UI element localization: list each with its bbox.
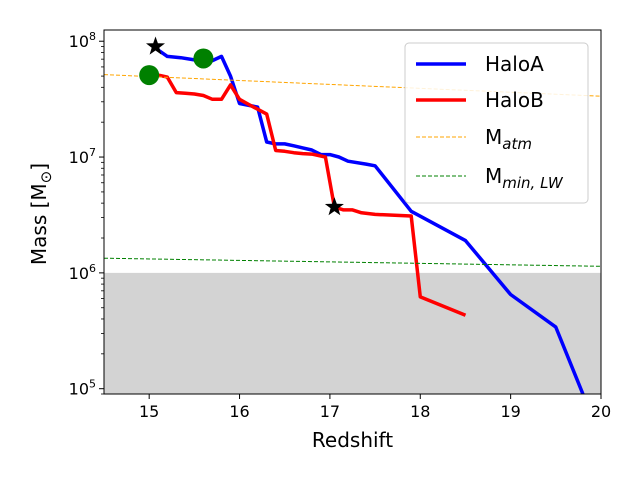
series-line-m-minlw [104,257,601,267]
axes: 15 16 17 18 19 20 105 106 107 108 [69,29,611,421]
x-tick-label: 17 [320,402,340,421]
y-axis-label: Mass [M⊙] [27,163,55,265]
x-tick-label: 18 [410,402,430,421]
x-tick-label: 20 [591,402,611,421]
legend-label: Mmin, LW [485,164,564,192]
circle-marker [193,48,214,69]
star-marker [324,197,344,216]
legend-box [404,42,589,204]
legend: HaloA HaloB Matm Mmin, LW [404,42,589,204]
y-tick-label: 105 [69,378,96,399]
x-tick-label: 15 [139,402,159,421]
legend-label: HaloB [485,88,544,112]
star-marker [146,36,165,55]
circle-marker [139,65,160,86]
x-tick-label: 16 [229,402,249,421]
y-tick-label: 106 [69,262,96,283]
legend-label: Matm [485,125,532,153]
plot-frame [103,29,602,395]
plot-area [104,36,601,394]
y-tick-label: 108 [69,30,96,51]
y-tick-label: 107 [69,146,96,167]
legend-label: HaloA [485,52,544,76]
x-tick-label: 19 [500,402,520,421]
x-axis-label: Redshift [312,428,393,452]
series-line-halob [149,73,467,317]
shaded-region [104,272,601,394]
